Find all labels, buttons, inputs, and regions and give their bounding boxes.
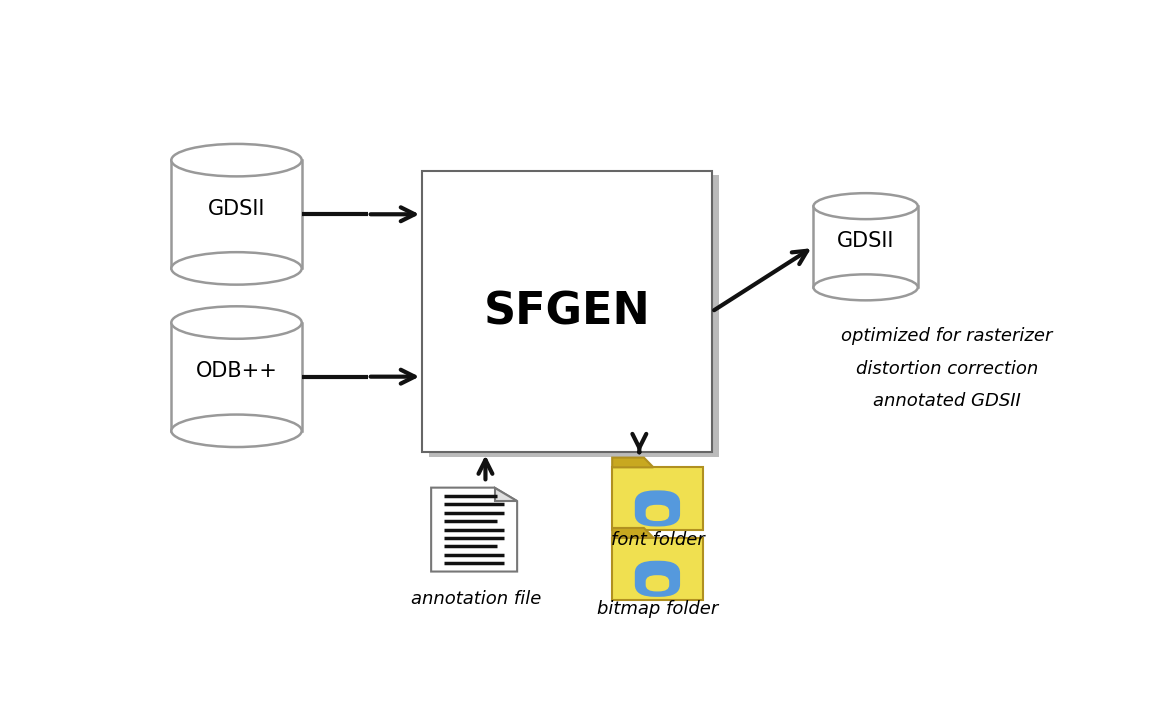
Polygon shape <box>172 160 301 269</box>
Polygon shape <box>431 488 517 572</box>
FancyBboxPatch shape <box>422 171 711 453</box>
Text: SFGEN: SFGEN <box>484 290 651 333</box>
Text: distortion correction: distortion correction <box>856 359 1038 378</box>
FancyBboxPatch shape <box>430 175 719 457</box>
Text: annotation file: annotation file <box>411 591 542 609</box>
Polygon shape <box>172 323 301 431</box>
FancyBboxPatch shape <box>646 505 669 521</box>
Polygon shape <box>494 488 517 501</box>
Polygon shape <box>813 206 918 288</box>
Text: font folder: font folder <box>611 531 704 549</box>
Polygon shape <box>612 538 703 600</box>
Text: annotated GDSII: annotated GDSII <box>874 392 1021 410</box>
Ellipse shape <box>172 252 301 285</box>
Text: GDSII: GDSII <box>837 231 895 252</box>
Ellipse shape <box>172 415 301 447</box>
Ellipse shape <box>813 274 918 300</box>
FancyBboxPatch shape <box>646 575 669 591</box>
Ellipse shape <box>813 193 918 219</box>
Polygon shape <box>612 528 653 538</box>
Text: ODB++: ODB++ <box>195 361 278 381</box>
Ellipse shape <box>172 144 301 176</box>
Polygon shape <box>612 458 653 467</box>
FancyBboxPatch shape <box>635 561 680 597</box>
Text: optimized for rasterizer: optimized for rasterizer <box>841 327 1052 345</box>
Ellipse shape <box>172 307 301 339</box>
Text: bitmap folder: bitmap folder <box>597 600 718 618</box>
Text: GDSII: GDSII <box>208 199 265 219</box>
Polygon shape <box>612 467 703 529</box>
FancyBboxPatch shape <box>635 491 680 527</box>
